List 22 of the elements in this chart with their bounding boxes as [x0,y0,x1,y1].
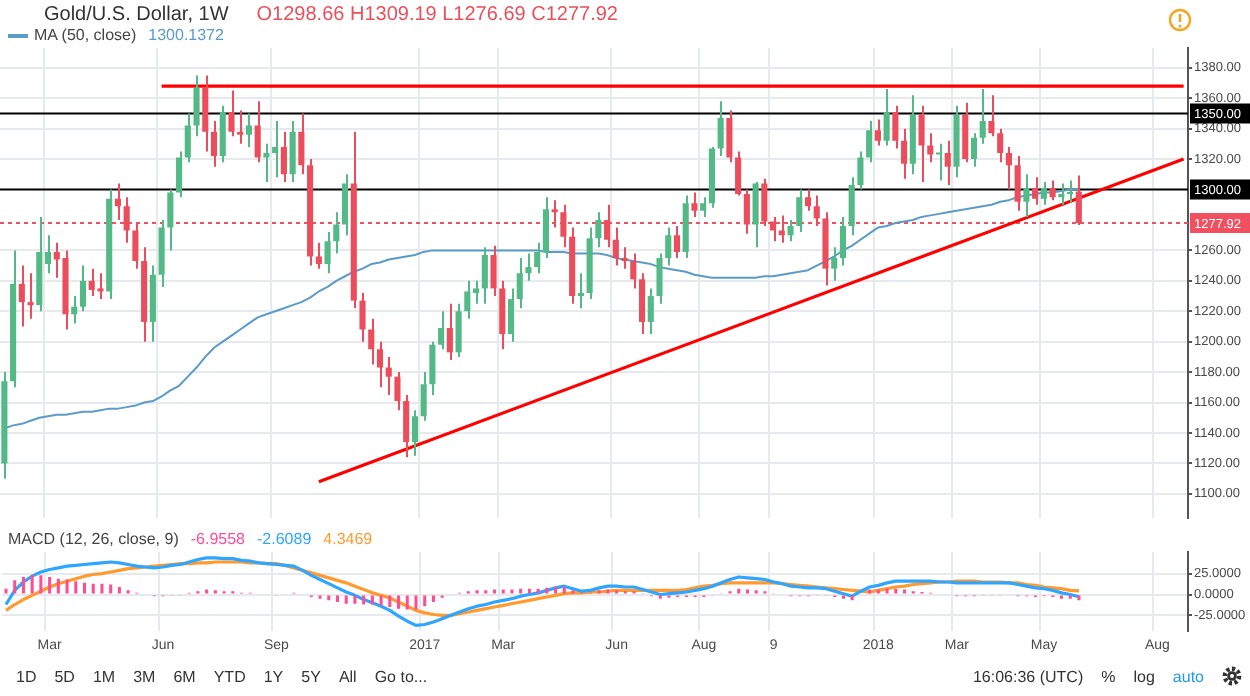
text: 1Y [263,667,284,685]
text: log [1133,667,1155,685]
text: % [1101,667,1116,685]
text: auto [1172,667,1204,685]
text: 5D [54,667,75,685]
text: All [338,667,357,685]
text: 1300.1372 [148,26,224,44]
chart-title: Gold/U.S. Dollar, 1W [44,4,229,26]
text: -6.9558 [190,530,246,548]
legend-title: MACD (12, 26, close, 9) [8,530,179,548]
text: 6M [173,667,196,685]
text: 3M [133,667,156,685]
text: -2.6089 [257,530,312,548]
text: 1M [92,667,116,685]
text: 5Y [301,667,321,685]
text: Go to... [374,667,428,685]
text: 1D [16,667,37,685]
text: 4.3469 [323,530,373,548]
legend-label: MA (50, close) [34,26,137,44]
chart-subtitle: O1298.66 H1309.19 L1276.69 C1277.92 [256,4,618,26]
text: 16:06:36 (UTC) [972,667,1084,685]
text: YTD [213,667,246,685]
